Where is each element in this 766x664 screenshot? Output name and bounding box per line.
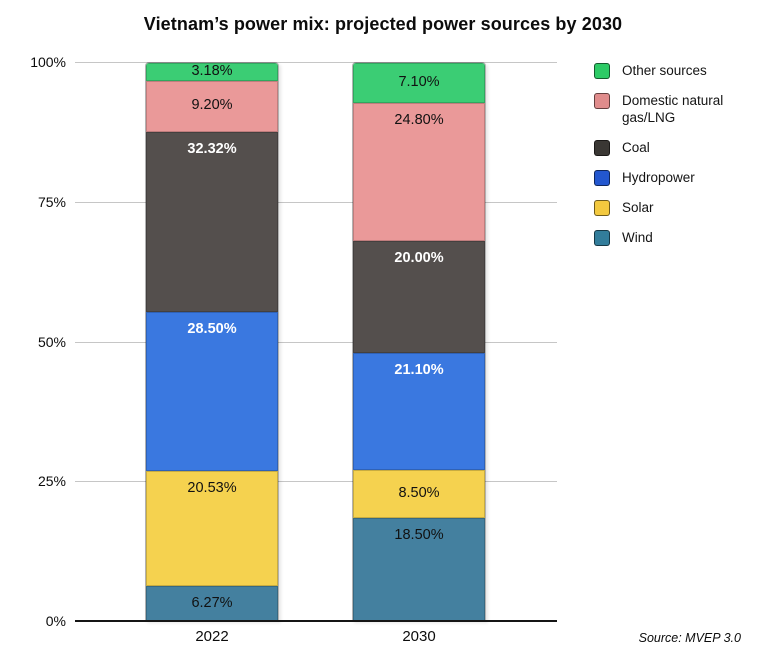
y-tick-0: 0%	[45, 613, 66, 629]
bar-segment-2022-solar: 20.53%	[146, 471, 278, 587]
bar-2030: 18.50% 8.50% 21.10% 20.00% 24.80% 7.10%	[352, 62, 486, 621]
gridline-75	[75, 201, 557, 203]
bar-segment-2022-domestic-natural-gas-lng: 9.20%	[146, 80, 278, 133]
bar-segment-2022-other-sources: 3.18%	[146, 63, 278, 81]
y-tick-75: 75%	[37, 193, 66, 210]
legend-item-hydropower: Hydropower	[594, 169, 758, 186]
bar-segment-2030-hydropower: 21.10%	[353, 352, 485, 471]
x-tick-2022: 2022	[195, 628, 229, 645]
x-axis: 2022 2030	[75, 628, 557, 650]
bar-segment-2030-domestic-natural-gas-lng: 24.80%	[353, 102, 485, 242]
chart-title: Vietnam’s power mix: projected power sou…	[143, 14, 623, 34]
source-note: Source: MVEP 3.0	[638, 631, 741, 645]
bar-segment-2022-hydropower: 28.50%	[146, 312, 278, 472]
legend-item-other-sources: Other sources	[594, 62, 758, 79]
bar-label-2022-solar: 20.53%	[187, 480, 237, 497]
bar-segment-2030-solar: 8.50%	[353, 470, 485, 518]
legend-swatch-hydropower	[594, 170, 610, 186]
legend-label-coal: Coal	[622, 140, 650, 155]
plot-area: 6.27% 20.53% 28.50% 32.32% 9.20% 3.18% 18.50% 8…	[75, 62, 557, 622]
legend-item-coal: Coal	[594, 139, 758, 156]
gridline-50	[75, 341, 557, 343]
bar-label-2030-other-sources: 7.10%	[398, 73, 440, 90]
bar-label-2030-domestic-natural-gas-lng: 24.80%	[394, 111, 444, 128]
legend-label-hydropower: Hydropower	[622, 170, 695, 185]
bar-label-2022-wind: 6.27%	[191, 594, 233, 611]
y-tick-25: 25%	[37, 473, 66, 490]
gridline-100	[75, 62, 557, 63]
bar-segment-2022-wind: 6.27%	[146, 586, 278, 621]
legend-label-other-sources: Other sources	[622, 63, 707, 78]
x-axis-line	[75, 620, 557, 622]
legend-swatch-coal	[594, 140, 610, 156]
bar-label-2030-coal: 20.00%	[394, 250, 444, 267]
y-tick-50: 50%	[37, 333, 66, 350]
bar-label-2030-hydropower: 21.10%	[394, 361, 444, 378]
legend: Other sources Domestic natural gas/LNG Coa…	[594, 62, 758, 246]
legend-item-solar: Solar	[594, 199, 758, 216]
legend-swatch-other-sources	[594, 63, 610, 79]
bar-segment-2030-other-sources: 7.10%	[353, 63, 485, 103]
bar-segment-2030-coal: 20.00%	[353, 241, 485, 353]
legend-label-solar: Solar	[622, 200, 654, 215]
x-tick-2030: 2030	[402, 628, 436, 645]
bar-label-2030-wind: 18.50%	[394, 526, 444, 543]
y-tick-100: 100%	[30, 54, 66, 70]
bar-label-2022-coal: 32.32%	[187, 141, 237, 158]
bar-2022: 6.27% 20.53% 28.50% 32.32% 9.20% 3.18%	[145, 62, 279, 621]
bar-segment-2022-coal: 32.32%	[146, 132, 278, 313]
legend-item-wind: Wind	[594, 229, 758, 246]
legend-swatch-solar	[594, 200, 610, 216]
legend-swatch-wind	[594, 230, 610, 246]
bar-label-2022-other-sources: 3.18%	[191, 62, 233, 79]
legend-item-domestic-natural-gas-lng: Domestic natural gas/LNG	[594, 92, 758, 126]
legend-label-wind: Wind	[622, 230, 653, 245]
bar-label-2030-solar: 8.50%	[398, 485, 440, 502]
legend-label-domestic-natural-gas-lng: Domestic natural gas/LNG	[622, 93, 724, 125]
legend-swatch-domestic-natural-gas-lng	[594, 93, 610, 109]
bar-segment-2030-wind: 18.50%	[353, 517, 485, 621]
bar-label-2022-domestic-natural-gas-lng: 9.20%	[191, 97, 233, 114]
y-axis: 0% 25% 50% 75% 100%	[0, 54, 66, 629]
bar-label-2022-hydropower: 28.50%	[187, 321, 237, 338]
gridline-25	[75, 481, 557, 483]
